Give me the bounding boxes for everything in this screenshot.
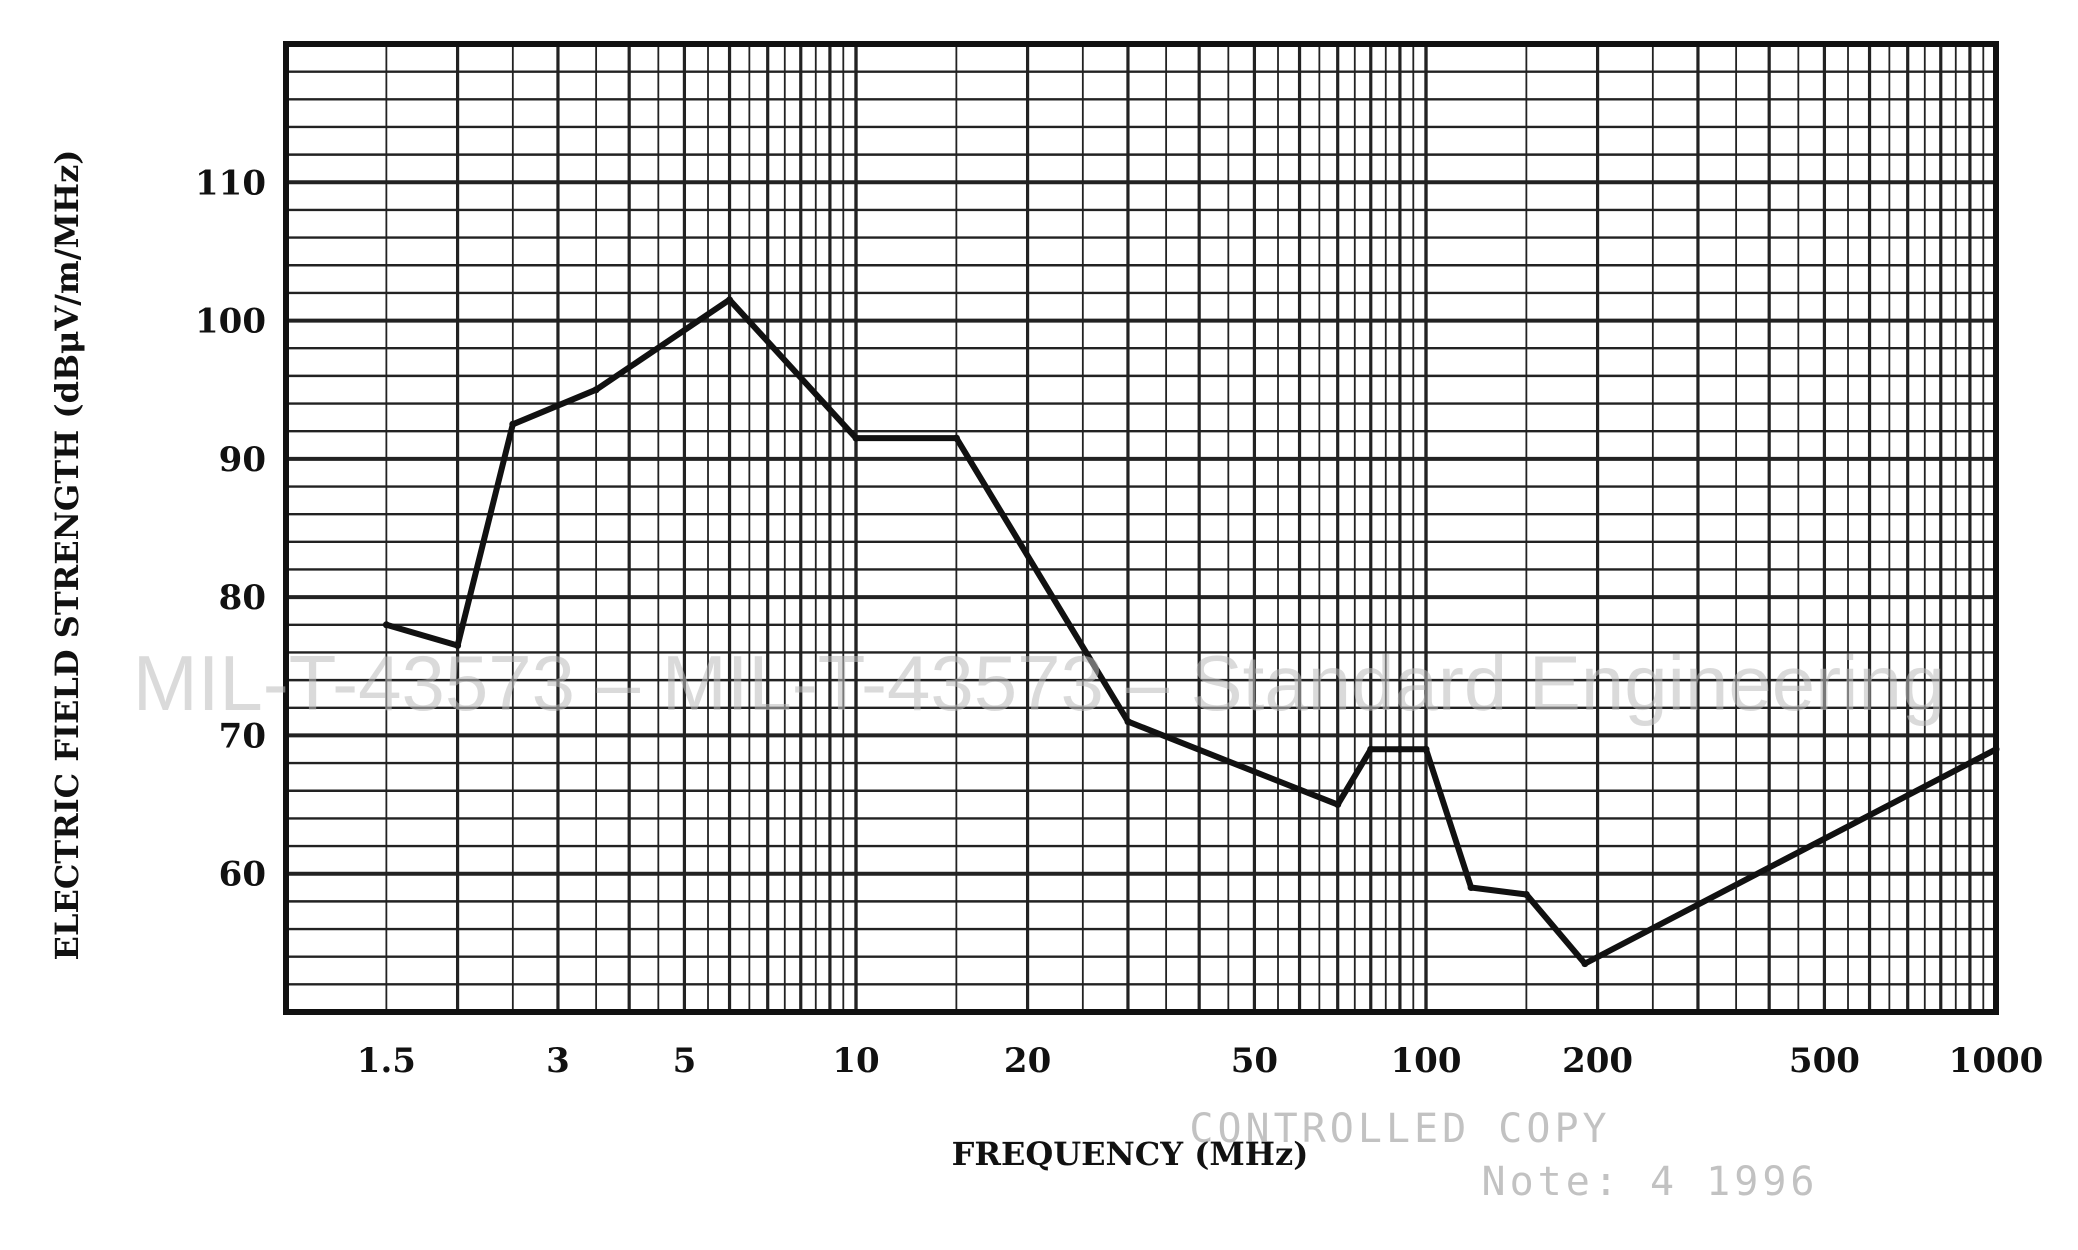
x-tick-label: 1000 — [1949, 1041, 2044, 1081]
y-axis-title: ELECTRIC FIELD STRENGTH (dBμV/m/MHz) — [48, 150, 86, 961]
y-tick-label: 70 — [219, 716, 266, 756]
data-point — [592, 386, 600, 394]
y-tick-label: 110 — [195, 163, 266, 203]
data-point — [1396, 745, 1404, 753]
x-tick-label: 10 — [832, 1041, 879, 1081]
stamp-line-2: Note: 4 1996 — [1482, 1159, 1819, 1205]
data-point — [1334, 801, 1342, 809]
data-point — [1467, 884, 1475, 892]
x-tick-label: 100 — [1391, 1041, 1462, 1081]
x-tick-label: 500 — [1789, 1041, 1860, 1081]
data-point — [852, 434, 860, 442]
x-tick-label: 1.5 — [357, 1041, 416, 1081]
plot-background — [286, 44, 1996, 1012]
y-tick-label: 60 — [219, 855, 266, 895]
series-points — [382, 296, 2000, 968]
stamp-line-1: CONTROLLED COPY — [1189, 1106, 1610, 1152]
data-point — [952, 434, 960, 442]
x-tick-label: 5 — [673, 1041, 697, 1081]
x-tick-labels: 1.5 3 5 10 20 50 100 200 500 1000 — [357, 1041, 2044, 1081]
y-tick-labels: 60 70 80 90 100 110 — [195, 163, 266, 894]
x-tick-label: 20 — [1004, 1041, 1051, 1081]
data-point — [1992, 745, 2000, 753]
y-tick-label: 100 — [195, 302, 266, 342]
data-point — [1367, 745, 1375, 753]
series-line — [385, 296, 1998, 967]
data-point — [1422, 745, 1430, 753]
data-point — [509, 420, 517, 428]
data-point — [382, 621, 390, 629]
x-axis-title: FREQUENCY (MHz) — [952, 1135, 1309, 1173]
x-tick-label: 50 — [1231, 1041, 1278, 1081]
x-tick-label: 200 — [1562, 1041, 1633, 1081]
data-point — [726, 296, 734, 304]
x-tick-label: 3 — [546, 1041, 570, 1081]
y-tick-label: 80 — [219, 578, 266, 618]
data-point — [454, 642, 462, 650]
y-tick-label: 90 — [219, 440, 266, 480]
data-point — [1124, 718, 1132, 726]
watermark-text: MIL-T-43573 – MIL-T-43573 – Standard Eng… — [133, 639, 1945, 727]
plot-frame — [283, 41, 1999, 1015]
data-point — [1522, 890, 1530, 898]
data-point — [1581, 960, 1589, 968]
grid — [286, 44, 1996, 1012]
